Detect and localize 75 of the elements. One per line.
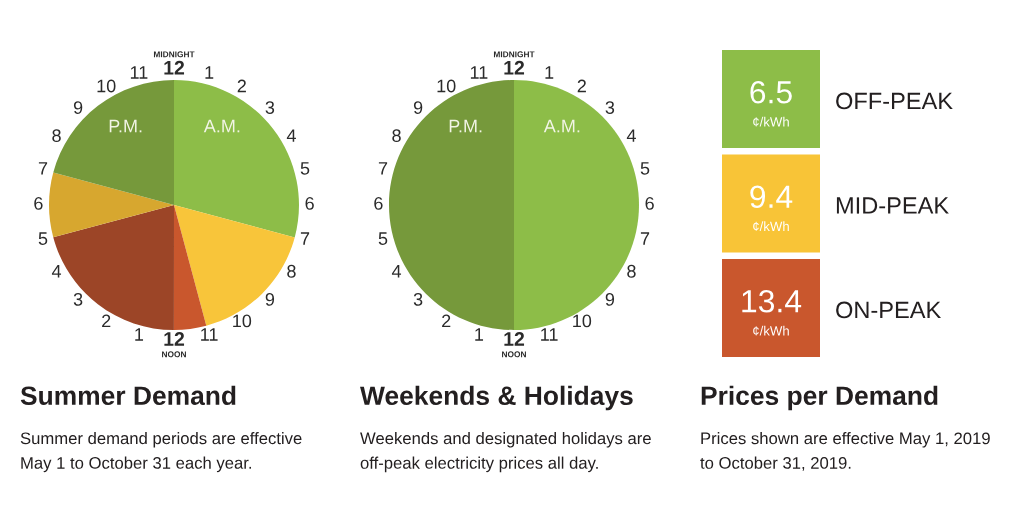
text: Summer Demand [20, 385, 236, 406]
text: 7 [38, 162, 48, 175]
text: 2 [442, 314, 451, 328]
text: 1 [205, 66, 214, 79]
text: 4 [391, 265, 402, 278]
text: 9 [73, 101, 83, 114]
text: 4 [626, 129, 636, 142]
pie-slice [53, 205, 174, 330]
text: 7 [640, 232, 650, 245]
text: 10 [97, 79, 116, 93]
text: 11 [130, 66, 148, 79]
text: 7 [378, 162, 388, 175]
text: 4 [286, 129, 296, 142]
text: 5 [640, 162, 650, 175]
pie-slice [174, 205, 295, 326]
text: Weekends & Holidays [360, 385, 633, 411]
slice-label: A.M. [203, 119, 240, 133]
text: MIDNIGHT 12 [493, 51, 535, 75]
text: ¢/kWh [753, 221, 789, 232]
text: 3 [413, 292, 423, 306]
text: 10 [437, 79, 456, 93]
text: 11 [201, 328, 218, 341]
text: 1 [475, 328, 484, 341]
text: 6 [374, 197, 383, 210]
text: 10 [233, 314, 252, 328]
pie-slice [389, 80, 514, 330]
text: ¢/kWh [753, 325, 789, 336]
text: 3 [73, 292, 83, 306]
text: Summer demand periods are effective May 1 to October 31 each year. [20, 432, 302, 473]
pie-slice [53, 80, 174, 205]
text: 9 [265, 292, 275, 306]
text: 9 [413, 101, 423, 114]
category-label: MID-PEAK [836, 197, 949, 214]
text: 6 [305, 197, 314, 210]
text: 6 [34, 197, 43, 210]
text: 3 [265, 101, 275, 114]
text: MIDNIGHT 12 [153, 51, 195, 75]
data-label: 13.4 [742, 289, 802, 313]
text: 4 [51, 265, 62, 278]
text: 11 [541, 328, 558, 341]
text: Prices per Demand [701, 385, 938, 411]
slice-label: A.M. [543, 119, 580, 133]
text: 8 [287, 264, 296, 278]
category-label: ON-PEAK [836, 301, 942, 319]
data-label: 6.5 [750, 80, 792, 104]
text: 11 [470, 66, 488, 79]
text: 5 [378, 232, 388, 245]
text: 9 [605, 292, 615, 306]
pie-slice [174, 80, 299, 238]
text: 2 [102, 314, 111, 328]
text: 2 [577, 79, 586, 93]
text: 8 [52, 129, 61, 143]
slice-label: P.M. [449, 119, 482, 133]
data-label: 9.4 [750, 185, 793, 209]
slice-label: P.M. [109, 119, 142, 133]
text: 8 [627, 264, 636, 278]
text: 2 [237, 79, 246, 93]
text: ¢/kWh [753, 116, 789, 127]
pie-slice [49, 172, 174, 238]
text: 5 [38, 232, 48, 245]
text: 8 [392, 129, 401, 143]
text: 10 [573, 314, 592, 328]
pie-slice [173, 205, 207, 330]
text: 1 [545, 66, 554, 79]
text: 5 [300, 162, 310, 175]
text: Weekends and designated holidays are off-peak electricity prices all day. [360, 432, 651, 473]
text: 12 NOON [502, 332, 526, 358]
text: 7 [300, 232, 310, 245]
category-label: OFF-PEAK [836, 92, 953, 110]
text: 12 NOON [162, 332, 186, 358]
text: Prices shown are effective May 1, 2019 to October 31, 2019. [700, 432, 990, 471]
text: 1 [135, 328, 144, 341]
text: 6 [645, 197, 654, 210]
text: 3 [605, 101, 615, 114]
pie-slice [514, 80, 639, 330]
